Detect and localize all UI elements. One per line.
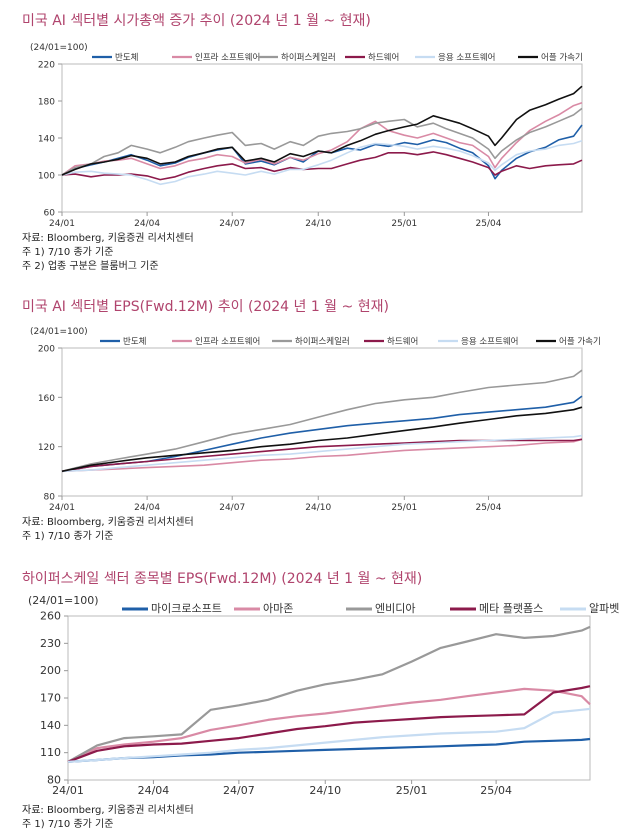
x-tick-label: 24/07 (223, 784, 255, 797)
chart-title: 하이퍼스케일 섹터 종목별 EPS(Fwd.12M) (2024 년 1 월 ~… (22, 571, 423, 587)
x-tick-label: 24/07 (219, 219, 245, 229)
series-line (61, 395, 583, 473)
y-tick-label: 110 (40, 746, 61, 759)
y-tick-label: 200 (38, 345, 55, 355)
legend-entry: 하드웨어 (368, 52, 399, 63)
legend-entry: 반도체 (123, 336, 146, 347)
y-tick-label: 80 (44, 493, 56, 503)
x-tick-label: 24/10 (305, 219, 331, 229)
chart-note: 주 1) 7/10 종가 기준 (22, 247, 114, 258)
x-tick-label: 24/10 (305, 503, 331, 513)
unit-label: (24/01=100) (28, 594, 99, 607)
legend-entry: 인프라 소프트웨어 (195, 52, 260, 63)
legend-entry: 어플 가속기 (559, 336, 601, 347)
unit-label: (24/01=100) (30, 43, 88, 53)
series-line (61, 434, 583, 473)
x-tick-label: 25/04 (480, 784, 512, 797)
legend-entry: 어플 가속기 (541, 52, 583, 63)
y-tick-label: 260 (40, 610, 61, 623)
unit-label: (24/01=100) (30, 327, 88, 337)
legend-entry: 알파벳 (589, 601, 619, 615)
chart-note: 자료: Bloomberg, 키움증권 리서치센터 (22, 805, 194, 816)
y-tick-label: 200 (40, 664, 61, 677)
y-tick-label: 160 (38, 394, 55, 404)
plot-frame (61, 347, 583, 497)
series-line (61, 406, 583, 473)
legend-entry: 아마존 (263, 602, 293, 615)
series-line (61, 438, 583, 473)
series-line (67, 687, 591, 763)
legend-entry: 반도체 (115, 52, 138, 63)
series-line (61, 102, 583, 176)
x-tick-label: 24/01 (49, 219, 75, 229)
series-line (61, 369, 583, 473)
legend-entry: 응용 소프트웨어 (461, 336, 518, 347)
x-tick-label: 25/01 (396, 784, 428, 797)
series-line (61, 438, 583, 473)
chart-title: 미국 AI 섹터별 EPS(Fwd.12M) 추이 (2024 년 1 월 ~ … (22, 299, 389, 315)
y-tick-label: 170 (40, 692, 61, 705)
chart-note: 자료: Bloomberg, 키움증권 리서치센터 (22, 517, 194, 528)
y-tick-label: 80 (47, 774, 61, 787)
series-line (67, 707, 591, 763)
y-tick-label: 220 (38, 61, 55, 71)
series-line (61, 140, 583, 186)
y-tick-label: 140 (38, 135, 55, 145)
x-tick-label: 24/04 (134, 503, 160, 513)
legend-entry: 하이퍼스케일러 (295, 336, 350, 347)
legend-entry: 마이크로소프트 (151, 602, 222, 615)
y-tick-label: 60 (44, 209, 56, 219)
hyperscale-eps-line-chart: (24/01=100) 80 110 140 170 200 230 260 24/01 24/0… (28, 594, 619, 797)
chart-title: 미국 AI 섹터별 시가총액 증가 추이 (2024 년 1 월 ~ 현재) (22, 13, 371, 29)
y-tick-label: 230 (40, 637, 61, 650)
x-tick-label: 24/07 (219, 503, 245, 513)
legend-entry: 응용 소프트웨어 (438, 52, 495, 63)
legend-entry: 하드웨어 (387, 336, 418, 347)
series-line (61, 85, 583, 176)
series-line (67, 685, 591, 763)
plot-frame (67, 615, 591, 781)
chart-note: 자료: Bloomberg, 키움증권 리서치센터 (22, 233, 194, 244)
chart-note: 주 2) 업종 구분은 블룸버그 기준 (22, 261, 159, 272)
x-tick-label: 24/01 (49, 503, 75, 513)
y-tick-label: 100 (38, 172, 55, 182)
x-tick-label: 24/04 (138, 784, 170, 797)
x-tick-label: 24/01 (52, 784, 84, 797)
legend-entry: 하이퍼스케일러 (281, 52, 336, 63)
x-tick-label: 25/04 (476, 503, 502, 513)
eps-line-chart: (24/01=100) 80 120 160 200 24/01 24/04 24/07 24/… (30, 327, 601, 513)
x-tick-label: 25/01 (391, 503, 417, 513)
x-tick-label: 24/04 (134, 219, 160, 229)
x-tick-label: 25/04 (476, 219, 502, 229)
y-tick-label: 140 (40, 719, 61, 732)
plot-frame (61, 63, 583, 213)
series-line (67, 625, 591, 763)
series-line (61, 151, 583, 181)
y-tick-label: 120 (38, 443, 55, 453)
market-cap-line-chart: (24/01=100) 60 100 140 180 220 24/01 24/04 24/07… (30, 43, 583, 229)
y-tick-label: 180 (38, 98, 55, 108)
chart-note: 주 1) 7/10 종가 기준 (22, 531, 114, 542)
chart-note: 주 1) 7/10 종가 기준 (22, 819, 114, 830)
legend-entry: 엔비디아 (375, 602, 415, 615)
legend-entry: 메타 플랫폼스 (479, 602, 543, 615)
x-tick-label: 25/01 (391, 219, 417, 229)
legend-entry: 인프라 소프트웨어 (195, 336, 260, 347)
x-tick-label: 24/10 (309, 784, 341, 797)
series-line (61, 107, 583, 176)
